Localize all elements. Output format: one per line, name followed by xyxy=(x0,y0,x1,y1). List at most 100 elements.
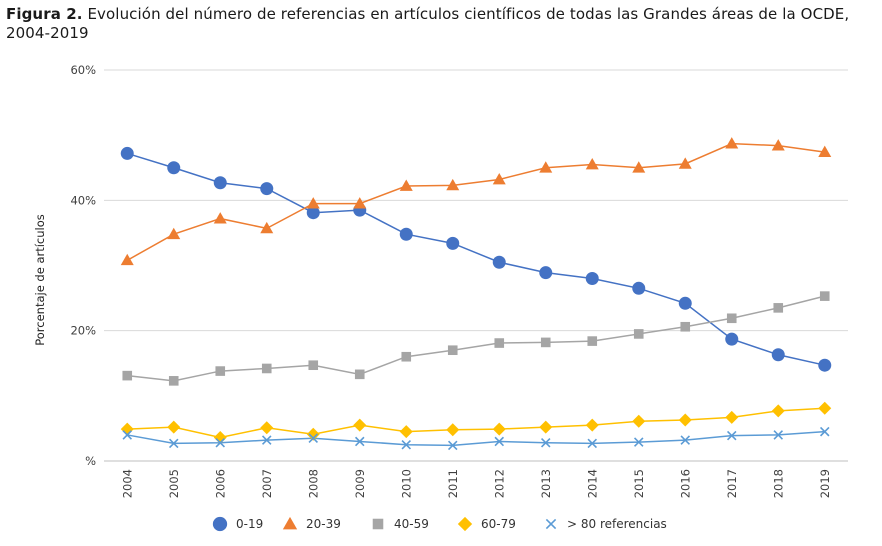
data-point-0-6 xyxy=(399,227,413,241)
data-point-2-6 xyxy=(401,351,412,362)
data-point-1-7 xyxy=(446,178,460,191)
data-point-1-4 xyxy=(306,197,320,209)
figure-caption-text: Evolución del número de referencias en a… xyxy=(6,5,850,42)
legend-marker-0 xyxy=(212,516,228,532)
y-tick-label: 40% xyxy=(70,193,96,207)
gridlines xyxy=(104,69,848,462)
data-point-1-6 xyxy=(399,179,413,191)
data-point-3-9 xyxy=(539,420,553,434)
data-point-0-10 xyxy=(585,272,599,286)
series-line-0 xyxy=(127,152,825,366)
data-point-2-5 xyxy=(354,369,365,380)
series-line-3 xyxy=(127,407,825,439)
x-tick-label: 2006 xyxy=(213,469,227,498)
x-tick-label: 2009 xyxy=(353,469,367,498)
legend-marker-2 xyxy=(372,518,384,530)
data-point-2-1 xyxy=(168,376,179,386)
data-point-4-3 xyxy=(261,435,272,445)
data-point-1-1 xyxy=(167,227,181,240)
x-tick-label: 2005 xyxy=(167,469,181,498)
x-tick-label: 2011 xyxy=(446,469,460,498)
data-point-3-12 xyxy=(678,413,692,427)
data-point-3-11 xyxy=(632,414,646,428)
data-point-4-13 xyxy=(726,430,737,441)
data-point-3-5 xyxy=(353,418,367,432)
data-point-2-12 xyxy=(680,321,691,332)
x-tick-label: 2008 xyxy=(306,469,320,498)
data-point-4-8 xyxy=(494,436,505,447)
legend-marker-3 xyxy=(457,516,473,532)
data-point-0-8 xyxy=(492,255,506,269)
data-point-0-12 xyxy=(678,296,692,310)
data-point-4-10 xyxy=(587,438,598,449)
x-tick-label: 2014 xyxy=(585,469,599,498)
data-point-1-0 xyxy=(120,253,134,266)
figure-label: Figura 2. xyxy=(6,5,83,23)
x-tick-label: 2018 xyxy=(771,469,785,498)
data-point-0-4 xyxy=(306,206,320,220)
data-point-3-14 xyxy=(771,404,785,418)
y-tick-labels: % 20% 40% 60% xyxy=(70,63,96,468)
data-point-4-6 xyxy=(401,439,412,450)
data-point-1-11 xyxy=(632,161,646,173)
legend-label-0: 0-19 xyxy=(236,517,263,531)
series-markers xyxy=(120,137,832,451)
data-point-3-6 xyxy=(399,425,413,439)
data-point-4-0 xyxy=(122,430,133,440)
x-tick-label: 2016 xyxy=(678,469,692,498)
data-point-0-9 xyxy=(539,266,553,280)
data-point-3-10 xyxy=(585,418,599,432)
x-tick-label: 2015 xyxy=(632,469,646,498)
y-tick-label: % xyxy=(85,454,96,468)
data-point-4-1 xyxy=(168,438,179,449)
data-point-2-7 xyxy=(447,345,458,356)
series-line-1 xyxy=(126,142,825,261)
series-lines xyxy=(126,142,825,447)
data-point-1-10 xyxy=(585,157,599,170)
data-point-3-8 xyxy=(492,422,506,436)
legend-marker-4 xyxy=(545,518,557,530)
data-point-0-13 xyxy=(725,332,739,346)
legend-label-1: 20-39 xyxy=(306,517,341,531)
data-point-0-14 xyxy=(771,348,785,362)
data-point-4-2 xyxy=(215,437,226,448)
data-point-0-11 xyxy=(632,281,646,295)
x-tick-label: 2004 xyxy=(120,469,134,498)
data-point-2-10 xyxy=(587,336,598,346)
data-point-0-15 xyxy=(818,358,832,372)
data-point-1-3 xyxy=(260,221,274,234)
legend-label-2: 40-59 xyxy=(394,517,429,531)
data-point-2-3 xyxy=(261,363,272,374)
data-point-0-2 xyxy=(213,176,227,190)
data-point-2-4 xyxy=(308,360,319,371)
legend-label-3: 60-79 xyxy=(481,517,516,531)
data-point-2-15 xyxy=(819,291,830,301)
data-point-1-14 xyxy=(771,139,785,151)
x-tick-label: 2017 xyxy=(725,469,739,498)
series-line-2 xyxy=(127,295,825,382)
data-point-2-14 xyxy=(773,303,784,313)
data-point-2-11 xyxy=(633,329,644,339)
data-point-4-9 xyxy=(540,437,551,448)
y-axis-label: Porcentaje de artículos xyxy=(33,214,47,346)
data-point-0-7 xyxy=(446,236,460,250)
data-point-1-5 xyxy=(353,197,367,209)
data-point-0-0 xyxy=(120,146,134,160)
data-point-4-11 xyxy=(633,437,644,447)
data-point-0-3 xyxy=(260,182,274,196)
data-point-0-1 xyxy=(167,161,181,175)
data-point-4-4 xyxy=(308,433,319,443)
data-point-4-15 xyxy=(819,426,830,437)
data-point-3-2 xyxy=(213,431,227,445)
data-point-3-1 xyxy=(167,420,181,434)
legend-marker-1 xyxy=(282,516,298,530)
data-point-3-13 xyxy=(725,410,739,424)
x-tick-label: 2010 xyxy=(399,469,413,498)
data-point-2-2 xyxy=(215,366,226,376)
data-point-2-9 xyxy=(540,337,551,348)
data-point-1-15 xyxy=(818,145,832,157)
y-tick-label: 60% xyxy=(70,63,96,77)
data-point-3-15 xyxy=(818,401,832,415)
series-line-4 xyxy=(127,430,825,447)
data-point-3-4 xyxy=(306,427,320,441)
